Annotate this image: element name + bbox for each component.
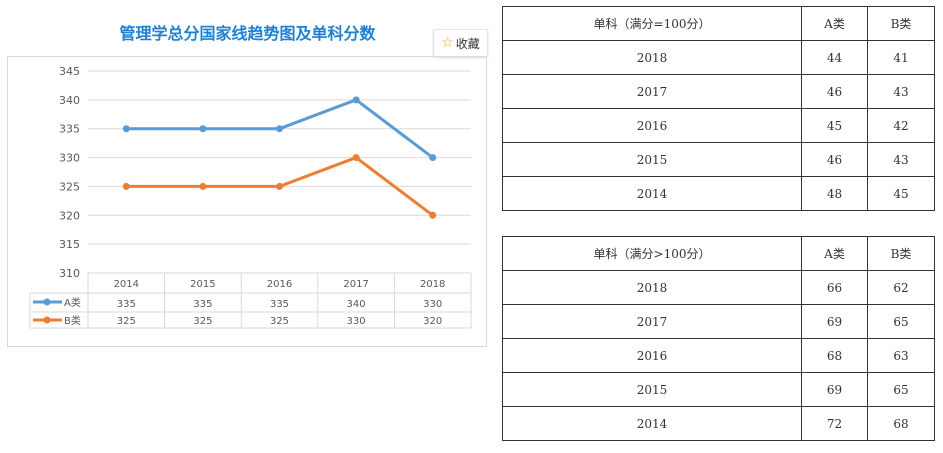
table-cell: 68 xyxy=(801,338,868,373)
table-cell: 46 xyxy=(801,142,868,177)
data-point xyxy=(122,182,130,190)
table-row: 2015 69 65 xyxy=(502,372,935,407)
y-tick-label: 315 xyxy=(59,238,80,251)
table-row: 2014 48 45 xyxy=(502,176,935,211)
y-tick-label: 320 xyxy=(59,209,80,222)
table-cell: 68 xyxy=(867,406,935,441)
data-point xyxy=(199,182,207,190)
header-cell: 单科（满分=100分） xyxy=(502,6,802,41)
table-row: 2016 45 42 xyxy=(502,108,935,143)
table-cell: 2017 xyxy=(502,304,802,339)
y-tick-label: 310 xyxy=(59,267,80,280)
table-cell: 48 xyxy=(801,176,868,211)
table-row: 2014 72 68 xyxy=(502,406,935,441)
table-cell: 2016 xyxy=(502,108,802,143)
data-point xyxy=(276,125,283,133)
y-tick-label: 335 xyxy=(59,123,80,136)
table-value: 340 xyxy=(347,299,366,310)
y-tick-label: 340 xyxy=(59,94,80,107)
score-table-over-100: 单科（满分>100分） A类 B类 2018 66 62 2017 69 65 2016 68 63 2… xyxy=(502,236,935,441)
table-row: 2017 69 65 xyxy=(502,304,935,339)
data-point xyxy=(429,211,437,219)
chart-area xyxy=(7,56,487,347)
table-row: 2018 66 62 xyxy=(502,270,935,305)
data-point xyxy=(429,154,437,162)
table-cell: 69 xyxy=(801,304,868,339)
table-cell: 63 xyxy=(867,338,935,373)
table-cell: 2018 xyxy=(502,40,802,75)
table-header-row: 单科（满分>100分） A类 B类 xyxy=(502,236,935,271)
x-tick-label: 2014 xyxy=(114,279,139,290)
table-value: 325 xyxy=(193,316,212,327)
table-cell: 2014 xyxy=(502,406,802,441)
table-cell: 41 xyxy=(867,40,935,75)
table-cell: 46 xyxy=(801,74,868,109)
legend-marker xyxy=(43,298,51,306)
x-tick-label: 2017 xyxy=(343,279,368,290)
table-cell: 45 xyxy=(867,176,935,211)
header-cell: B类 xyxy=(867,6,935,41)
table-cell: 2018 xyxy=(502,270,802,305)
table-cell: 44 xyxy=(801,40,868,75)
table-cell: 45 xyxy=(801,108,868,143)
table-cell: 2015 xyxy=(502,372,802,407)
x-tick-label: 2016 xyxy=(267,279,292,290)
table-value: 330 xyxy=(347,316,366,327)
table-value: 325 xyxy=(117,316,136,327)
table-value: 320 xyxy=(423,316,442,327)
legend-label: B类 xyxy=(64,314,81,327)
y-tick-label: 330 xyxy=(59,152,80,165)
table-cell: 66 xyxy=(801,270,868,305)
table-cell: 62 xyxy=(867,270,935,305)
data-point xyxy=(352,96,360,104)
header-cell: A类 xyxy=(801,236,868,271)
x-tick-label: 2018 xyxy=(420,279,445,290)
score-table-100: 单科（满分=100分） A类 B类 2018 44 41 2017 46 43 2016 45 42 2… xyxy=(502,6,935,211)
table-cell: 72 xyxy=(801,406,868,441)
header-cell: B类 xyxy=(867,236,935,271)
table-cell: 2014 xyxy=(502,176,802,211)
legend-marker xyxy=(43,316,51,324)
x-tick-label: 2015 xyxy=(190,279,215,290)
y-tick-label: 325 xyxy=(59,180,80,193)
data-point xyxy=(352,154,360,162)
star-icon: ☆ xyxy=(441,35,454,51)
y-tick-label: 345 xyxy=(59,65,80,78)
table-cell: 2017 xyxy=(502,74,802,109)
header-cell: 单科（满分>100分） xyxy=(502,236,802,271)
table-cell: 43 xyxy=(867,142,935,177)
table-value: 335 xyxy=(193,299,212,310)
table-cell: 43 xyxy=(867,74,935,109)
table-cell: 65 xyxy=(867,304,935,339)
table-value: 325 xyxy=(270,316,289,327)
legend-label: A类 xyxy=(64,296,81,309)
table-cell: 2016 xyxy=(502,338,802,373)
chart-title: 管理学总分国家线趋势图及单科分数 xyxy=(119,24,376,43)
data-point xyxy=(199,125,207,133)
data-point xyxy=(122,125,130,133)
table-row: 2018 44 41 xyxy=(502,40,935,75)
table-cell: 42 xyxy=(867,108,935,143)
table-value: 335 xyxy=(270,299,289,310)
table-cell: 65 xyxy=(867,372,935,407)
table-header-row: 单科（满分=100分） A类 B类 xyxy=(502,6,935,41)
table-value: 330 xyxy=(423,299,442,310)
data-point xyxy=(276,182,283,190)
table-value: 335 xyxy=(117,299,136,310)
table-cell: 2015 xyxy=(502,142,802,177)
table-row: 2017 46 43 xyxy=(502,74,935,109)
table-row: 2016 68 63 xyxy=(502,338,935,373)
table-row: 2015 46 43 xyxy=(502,142,935,177)
favorite-label: 收藏 xyxy=(455,36,480,51)
header-cell: A类 xyxy=(801,6,868,41)
table-cell: 69 xyxy=(801,372,868,407)
